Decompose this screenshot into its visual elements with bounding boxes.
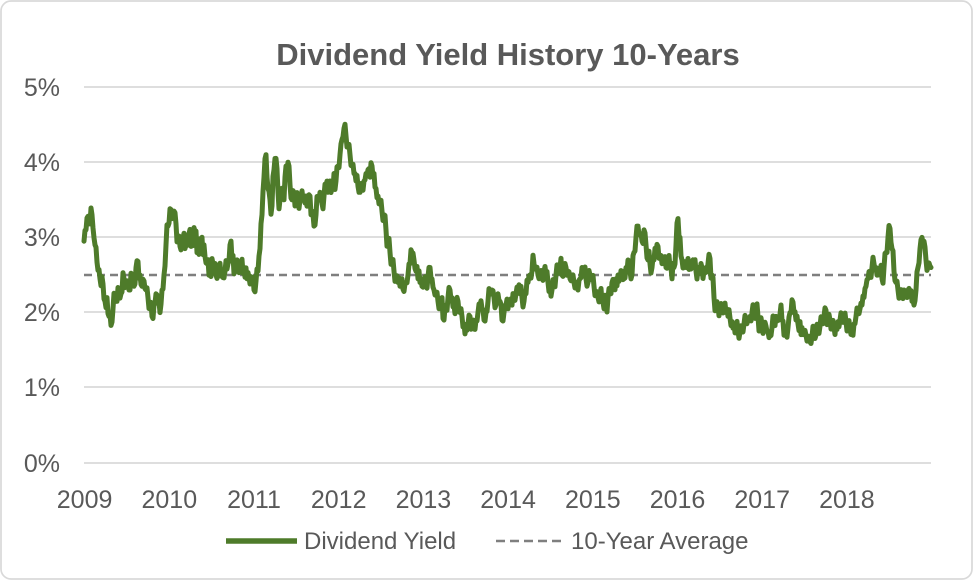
svg-text:1%: 1% bbox=[24, 374, 60, 402]
svg-text:0%: 0% bbox=[24, 450, 60, 478]
svg-text:5%: 5% bbox=[24, 74, 60, 102]
svg-text:Dividend Yield: Dividend Yield bbox=[304, 528, 456, 555]
svg-text:2009: 2009 bbox=[57, 486, 113, 514]
svg-text:2016: 2016 bbox=[650, 486, 706, 514]
svg-text:2%: 2% bbox=[24, 299, 60, 327]
svg-text:2018: 2018 bbox=[819, 486, 875, 514]
svg-text:2010: 2010 bbox=[141, 486, 197, 514]
svg-text:Dividend Yield History 10-Year: Dividend Yield History 10-Years bbox=[276, 37, 739, 72]
svg-text:2012: 2012 bbox=[311, 486, 367, 514]
svg-text:2011: 2011 bbox=[227, 486, 281, 514]
svg-text:2015: 2015 bbox=[565, 486, 621, 514]
svg-text:3%: 3% bbox=[24, 224, 60, 252]
svg-text:10-Year Average: 10-Year Average bbox=[571, 528, 748, 555]
svg-text:2013: 2013 bbox=[396, 486, 452, 514]
svg-text:2017: 2017 bbox=[734, 486, 790, 514]
svg-text:4%: 4% bbox=[24, 149, 60, 177]
svg-text:2014: 2014 bbox=[480, 486, 536, 514]
